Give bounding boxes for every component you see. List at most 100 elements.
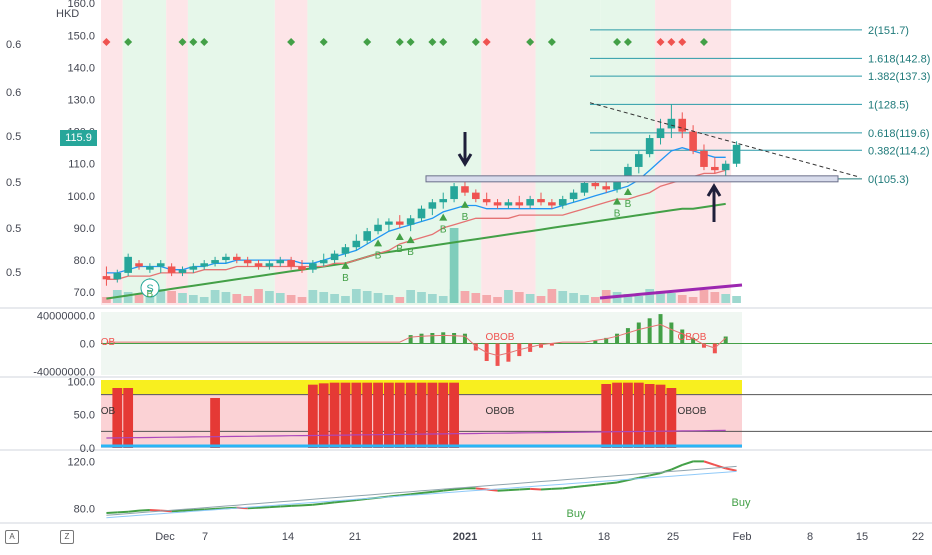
- candle-body: [146, 266, 154, 270]
- volume-osc-bar: [441, 332, 446, 344]
- osc-bar: [210, 398, 220, 448]
- currency-label: HKD: [56, 8, 80, 20]
- line-y-tick: 120.0: [67, 456, 95, 468]
- buy-triangle: [341, 261, 350, 269]
- y-tick-label: 130.0: [67, 95, 95, 107]
- candle-body: [341, 247, 350, 254]
- candle-body: [634, 154, 643, 167]
- signal-diamond: [699, 38, 708, 46]
- volume-osc-bar: [723, 336, 728, 344]
- volume-bar: [732, 296, 741, 303]
- line-segment: [291, 504, 303, 507]
- line-segment: [584, 483, 596, 487]
- buy-signal-label: B: [396, 244, 403, 255]
- line-segment: [410, 492, 422, 496]
- volume-bar: [406, 290, 415, 303]
- line-segment: [301, 503, 313, 507]
- y-tick-label: 70.0: [74, 287, 95, 299]
- x-tick-label: Dec: [155, 531, 175, 543]
- line-segment: [443, 488, 455, 492]
- volume-bar: [395, 297, 405, 303]
- line-segment: [215, 507, 226, 510]
- fib-level-label: 1(128.5): [868, 99, 909, 111]
- down-arrow-annotation: [457, 132, 473, 167]
- signal-diamond: [678, 38, 687, 46]
- left-scale-label: 0.6: [6, 39, 21, 51]
- volume-bar: [482, 295, 492, 303]
- line-segment: [399, 493, 411, 497]
- candle-body: [645, 138, 654, 155]
- line-segment: [269, 505, 281, 509]
- candle-body: [689, 131, 697, 151]
- volume-osc-bar: [462, 333, 467, 344]
- buy-signal-label: B: [440, 225, 447, 236]
- osc-bar: [340, 382, 351, 448]
- x-tick-label: 22: [912, 531, 924, 543]
- sell-marker-label: S: [146, 283, 153, 295]
- volume-bar: [210, 290, 220, 303]
- signal-diamond: [406, 38, 415, 46]
- buy-signal-label: B: [147, 289, 154, 300]
- candle-body: [395, 221, 404, 225]
- volume-bar: [232, 294, 242, 303]
- sell-marker-circle: [140, 278, 160, 298]
- osc-bar: [329, 382, 340, 448]
- volume-osc-bar: [658, 314, 663, 344]
- volume-bar: [319, 292, 329, 303]
- osc-bar: [362, 382, 373, 448]
- line-segment: [453, 487, 466, 491]
- volume-bar: [275, 293, 285, 303]
- volume-bar: [286, 295, 296, 303]
- regime-band: [187, 0, 275, 305]
- osc-ob-annotation: OBOB: [678, 406, 707, 417]
- buy-label: Buy: [732, 497, 751, 509]
- candle-body: [417, 208, 426, 219]
- regime-band: [535, 0, 601, 305]
- volume-bar: [189, 295, 198, 303]
- zoom-icon[interactable]: Z: [60, 530, 74, 544]
- candle-body: [113, 272, 122, 280]
- candle-body: [624, 166, 632, 180]
- volume-bar: [438, 296, 448, 303]
- signal-diamond: [656, 38, 665, 46]
- candle-body: [558, 199, 567, 206]
- volume-bar: [384, 295, 394, 303]
- volume-osc-bar: [419, 333, 424, 344]
- line-segment: [703, 460, 716, 466]
- line-segment: [106, 511, 118, 514]
- line-segment: [681, 460, 694, 466]
- candle-body: [450, 186, 458, 200]
- volume-bar: [460, 291, 470, 303]
- volume-bar: [221, 292, 231, 303]
- osc-bar: [351, 382, 362, 448]
- osc-signal-line: [106, 429, 726, 439]
- candle-body: [352, 240, 361, 248]
- signal-diamond: [667, 38, 676, 46]
- fib-level-label: 1.618(142.8): [868, 53, 930, 65]
- line-segment: [649, 472, 661, 477]
- candle-body: [493, 202, 502, 206]
- volume-osc-bar: [549, 343, 554, 346]
- buy-label: Buy: [567, 508, 586, 520]
- candle-body: [482, 199, 491, 203]
- osc-bar: [601, 384, 612, 448]
- osc-bar: [666, 388, 677, 448]
- volume-osc-bar: [636, 322, 641, 344]
- line-segment: [606, 481, 618, 485]
- line-segment: [204, 507, 216, 511]
- chart-settings-icon[interactable]: A: [5, 530, 19, 544]
- volume-bar: [547, 289, 557, 303]
- volume-bar: [417, 292, 426, 303]
- candle-body: [472, 192, 480, 200]
- x-tick-label: Feb: [733, 531, 752, 543]
- buy-triangle: [395, 232, 404, 240]
- volume-bar: [667, 293, 676, 303]
- line-segment: [193, 508, 205, 512]
- line-segment: [540, 487, 552, 491]
- volume-osc-bar: [408, 335, 413, 344]
- signal-diamond: [526, 38, 535, 46]
- sma-slow-line: [106, 202, 726, 300]
- line-segment: [725, 467, 737, 472]
- volume-bar: [297, 297, 307, 303]
